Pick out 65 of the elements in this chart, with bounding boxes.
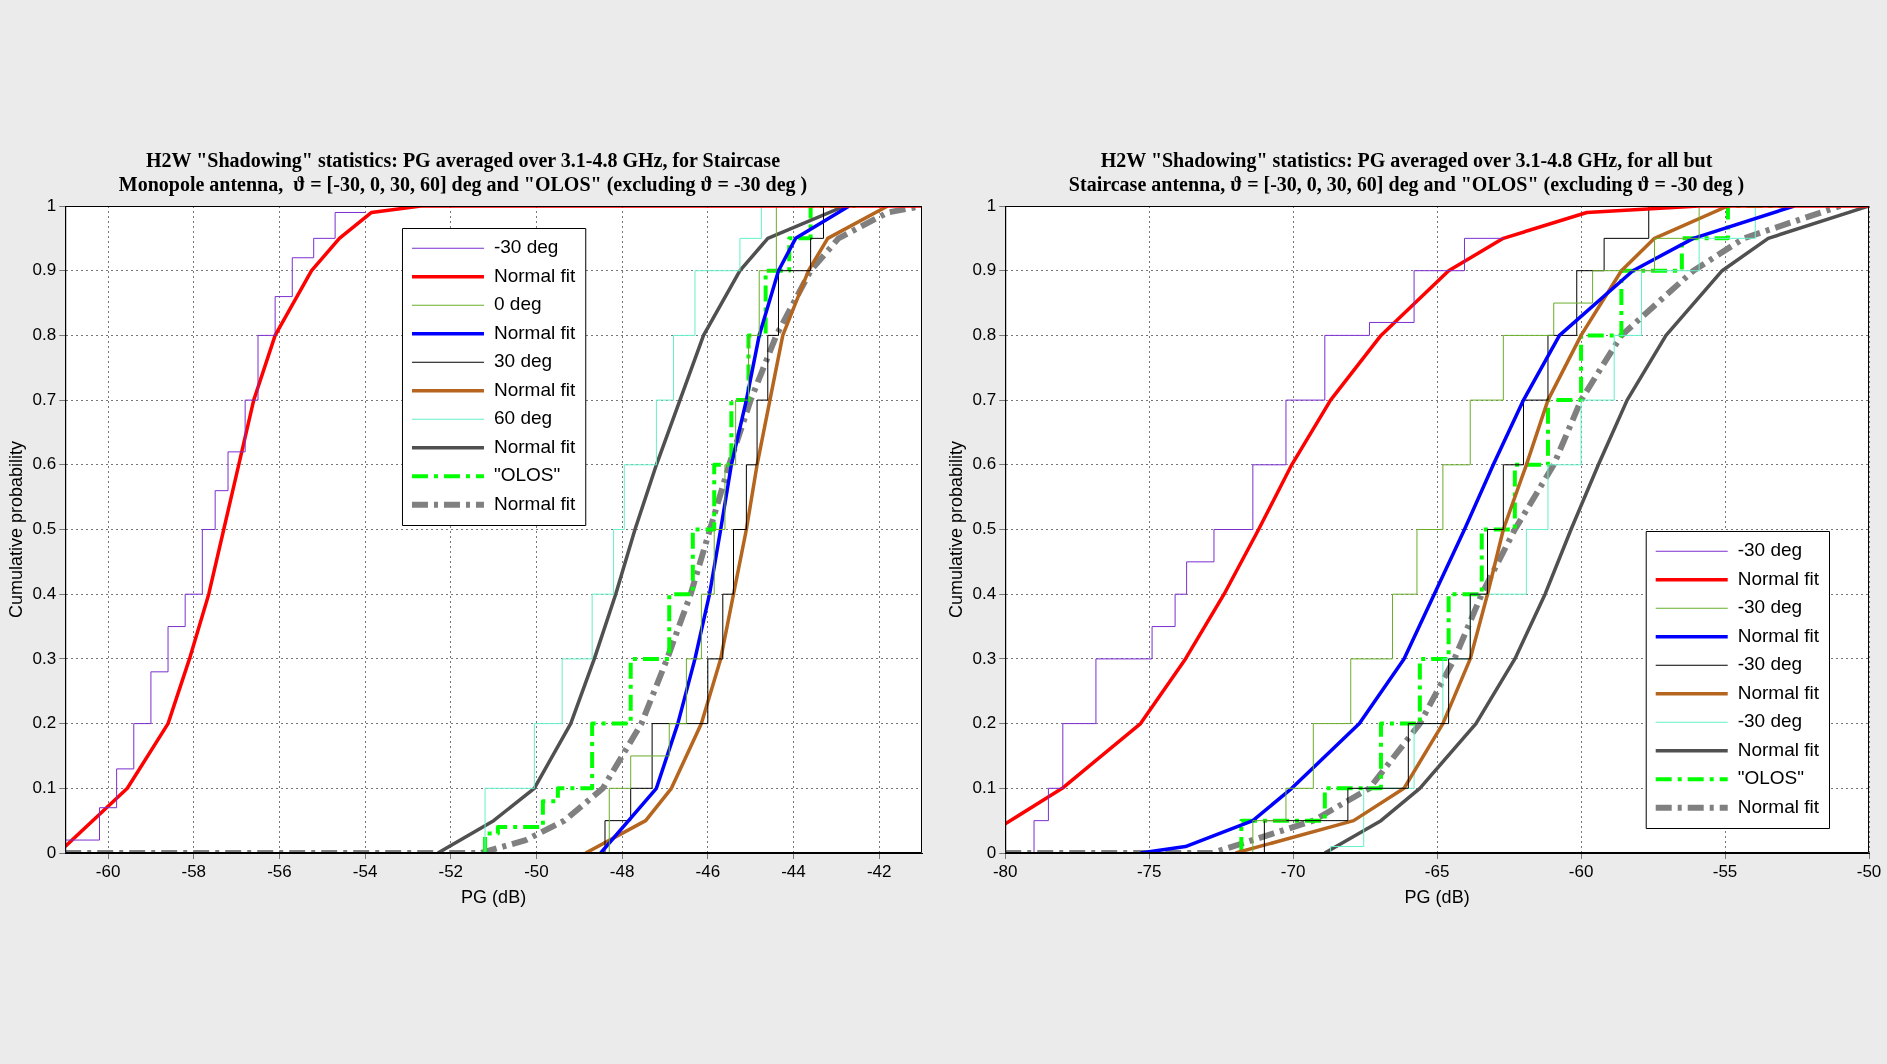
chart-title: H2W "Shadowing" statistics: PG averaged over 3.1-4.8 GHz, for Staircase Monopole antenna, ϑ = [-30, 0, 30, 60] deg and "OLOS" (excluding ϑ = -30 deg ) xyxy=(118,149,808,197)
legend-label: 30 deg xyxy=(493,350,553,372)
x-tick-label: -54 xyxy=(352,861,378,881)
legend-label: "OLOS" xyxy=(1737,767,1805,789)
legend-label: Normal fit xyxy=(493,492,576,514)
y-tick-label: 0 xyxy=(986,842,997,862)
y-tick-label: 0.5 xyxy=(972,519,997,539)
x-axis-title: PG (dB) xyxy=(461,887,527,908)
legend-label: Normal fit xyxy=(493,321,576,343)
x-tick-label: -55 xyxy=(1712,861,1738,881)
y-tick-label: 1 xyxy=(46,195,57,215)
x-tick-label: -65 xyxy=(1424,861,1450,881)
x-tick-label: -70 xyxy=(1280,861,1306,881)
x-tick-label: -58 xyxy=(181,861,207,881)
y-tick-label: 0.3 xyxy=(972,648,997,668)
x-tick-label: -75 xyxy=(1136,861,1162,881)
y-tick-label: 0.1 xyxy=(972,777,997,797)
y-tick-label: 0.6 xyxy=(32,454,57,474)
x-tick-label: -50 xyxy=(524,861,549,881)
x-axis-title: PG (dB) xyxy=(1404,887,1470,908)
legend-label: 0 deg xyxy=(493,293,542,315)
y-tick-label: 0.5 xyxy=(32,519,57,539)
chart-title: H2W "Shadowing" statistics: PG averaged over 3.1-4.8 GHz, for all but Staircase antenna, ϑ = [-30, 0, 30, 60] deg and "OLOS" (excluding ϑ = -30 deg ) xyxy=(1068,149,1745,197)
x-tick-label: -52 xyxy=(438,861,464,881)
x-tick-label: -50 xyxy=(1856,861,1882,881)
legend-label: Normal fit xyxy=(1737,624,1820,646)
x-tick-label: -60 xyxy=(95,861,121,881)
legend-label: Normal fit xyxy=(1737,795,1820,817)
x-tick-label: -56 xyxy=(267,861,292,881)
legend-label: -30 deg xyxy=(1737,596,1803,618)
y-axis-title: Cumulative probability xyxy=(945,440,966,619)
x-tick-label: -80 xyxy=(992,861,1018,881)
y-tick-label: 0.1 xyxy=(32,777,57,797)
x-tick-label: -60 xyxy=(1568,861,1594,881)
legend-label: Normal fit xyxy=(493,435,576,457)
y-tick-label: 0.4 xyxy=(32,583,57,603)
y-tick-label: 0.7 xyxy=(32,389,57,409)
legend-label: -30 deg xyxy=(1737,653,1803,675)
legend-label: Normal fit xyxy=(1737,567,1820,589)
legend-label: -30 deg xyxy=(493,236,559,258)
x-tick-label: -44 xyxy=(781,861,806,881)
y-tick-label: 0.8 xyxy=(972,325,997,345)
y-tick-label: 0.9 xyxy=(972,260,997,280)
y-tick-label: 0 xyxy=(46,842,57,862)
x-tick-label: -46 xyxy=(695,861,721,881)
y-tick-label: 0.6 xyxy=(972,454,997,474)
y-tick-label: 0.2 xyxy=(32,713,57,733)
x-tick-label: -42 xyxy=(866,861,892,881)
legend-label: -30 deg xyxy=(1737,539,1803,561)
y-tick-label: 0.3 xyxy=(32,648,57,668)
y-axis-title: Cumulative probability xyxy=(5,440,26,619)
y-tick-label: 0.2 xyxy=(972,713,997,733)
legend-label: "OLOS" xyxy=(493,464,561,486)
y-tick-label: 1 xyxy=(986,195,997,215)
x-tick-label: -48 xyxy=(609,861,635,881)
y-tick-label: 0.7 xyxy=(972,389,997,409)
legend-label: Normal fit xyxy=(1737,738,1820,760)
legend-label: Normal fit xyxy=(493,264,576,286)
legend-label: Normal fit xyxy=(1737,681,1820,703)
y-tick-label: 0.9 xyxy=(32,260,57,280)
y-tick-label: 0.8 xyxy=(32,325,57,345)
legend-label: 60 deg xyxy=(493,407,553,429)
y-tick-label: 0.4 xyxy=(972,583,997,603)
legend-label: -30 deg xyxy=(1737,710,1803,732)
legend-label: Normal fit xyxy=(493,378,576,400)
